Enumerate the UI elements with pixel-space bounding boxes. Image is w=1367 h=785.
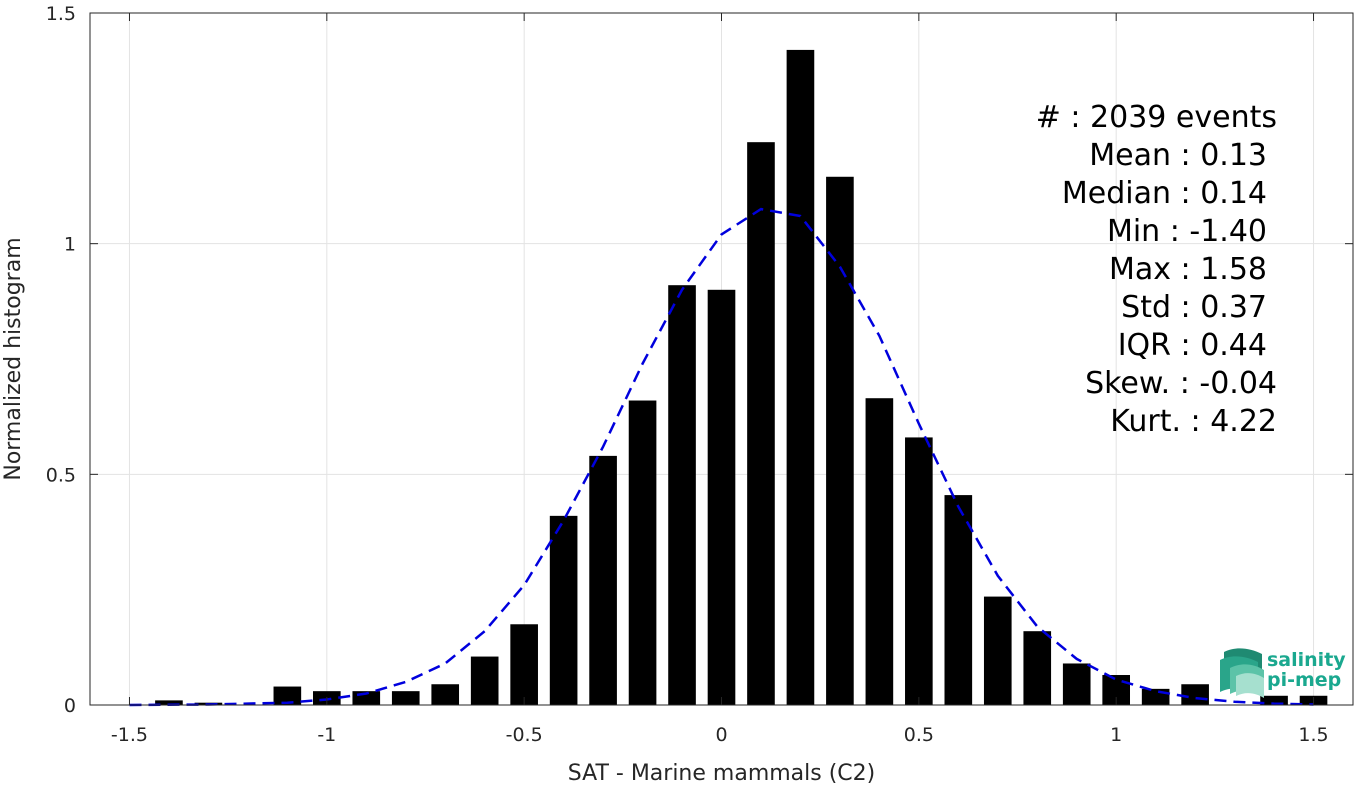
- histogram-bar: [707, 289, 736, 705]
- stats-min: Min : -1.40: [1107, 214, 1267, 249]
- x-tick-label: -1: [317, 724, 336, 746]
- stats-iqr: IQR : 0.44: [1118, 328, 1267, 363]
- histogram-bar: [826, 176, 854, 706]
- y-tick-label: 1: [64, 234, 76, 256]
- histogram-bar: [589, 455, 617, 705]
- histogram-bar: [1260, 695, 1288, 705]
- histogram-bar: [1181, 684, 1209, 705]
- histogram-bar: [1023, 631, 1052, 705]
- histogram-bar: [391, 691, 420, 705]
- histogram-bars: [155, 49, 1328, 706]
- histogram-bar: [273, 686, 302, 705]
- y-tick-label: 0.5: [46, 464, 76, 486]
- salinity-pi-mep-logo: salinity pi-mep: [1220, 648, 1346, 698]
- stats-events: # : 2039 events: [1036, 100, 1277, 135]
- x-tick-label: -0.5: [506, 724, 543, 746]
- y-axis-label: Normalized histogram: [1, 237, 26, 480]
- logo-text-pi-mep: pi-mep: [1267, 669, 1341, 691]
- stats-median: Median : 0.14: [1062, 176, 1267, 211]
- x-tick-label: 0: [715, 724, 727, 746]
- histogram-bar: [1141, 688, 1170, 705]
- stats-skew: Skew. : -0.04: [1085, 366, 1277, 401]
- histogram-bar: [431, 684, 460, 705]
- histogram-bar: [628, 400, 657, 705]
- y-tick-label: 1.5: [46, 3, 76, 25]
- histogram-bar: [155, 700, 183, 705]
- stats-mean: Mean : 0.13: [1089, 138, 1267, 173]
- x-tick-label: 0.5: [904, 724, 934, 746]
- y-tick-label: 0: [64, 695, 76, 717]
- logo-text-salinity: salinity: [1267, 649, 1346, 671]
- histogram-bar: [470, 656, 499, 705]
- x-tick-label: 1.5: [1298, 724, 1328, 746]
- histogram-bar: [549, 515, 578, 705]
- histogram-bar: [786, 49, 815, 705]
- stats-kurt: Kurt. : 4.22: [1110, 404, 1277, 439]
- histogram-bar: [983, 596, 1012, 705]
- histogram-bar: [905, 437, 933, 705]
- x-tick-label: -1.5: [111, 724, 148, 746]
- stats-std: Std : 0.37: [1121, 290, 1267, 325]
- histogram-bar: [865, 398, 894, 705]
- histogram-bar: [668, 285, 696, 705]
- x-tick-label: 1: [1110, 724, 1122, 746]
- histogram-bar: [510, 624, 538, 705]
- histogram-bar: [944, 495, 973, 705]
- histogram-bar: [747, 142, 775, 705]
- salinity-wave-icon: [1220, 648, 1264, 698]
- stats-max: Max : 1.58: [1109, 252, 1267, 287]
- x-axis-label: SAT - Marine mammals (C2): [568, 761, 876, 785]
- statistics-annotation: # : 2039 events Mean : 0.13 Median : 0.1…: [1036, 100, 1277, 439]
- axis-ticks: -1.5 -1 -0.5 0 0.5 1 1.5 0 0.5 1 1.5: [46, 3, 1353, 746]
- gaussian-fit-curve: [129, 207, 1314, 707]
- histogram-bar: [1062, 663, 1091, 705]
